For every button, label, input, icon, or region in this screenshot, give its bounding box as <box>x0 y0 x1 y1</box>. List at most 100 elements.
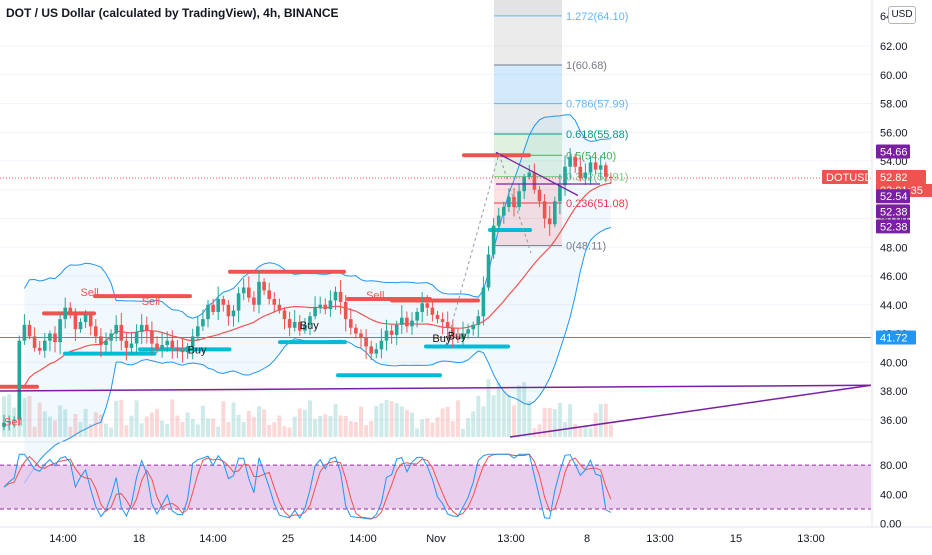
candle-body <box>573 156 577 167</box>
candle-body <box>308 316 312 325</box>
volume-bar <box>287 427 292 437</box>
volume-bar <box>568 404 573 437</box>
candle-body <box>435 314 440 320</box>
candle-body <box>542 201 547 219</box>
time-tick-label: 14:00 <box>349 533 377 545</box>
volume-bar <box>481 406 486 437</box>
candle-body <box>374 349 379 354</box>
purple-tag-bg <box>876 219 910 234</box>
volume-bar <box>221 401 226 437</box>
candle-body <box>99 336 103 345</box>
candle-body <box>292 322 297 328</box>
candle-body <box>593 162 598 170</box>
candle-body <box>241 287 246 294</box>
candle-body <box>609 176 613 178</box>
candle-body <box>257 281 261 305</box>
candle-body <box>338 291 343 302</box>
volume-bar <box>512 405 516 437</box>
candle-body <box>129 343 134 348</box>
candle-body <box>165 340 169 345</box>
fib-zone-top <box>494 0 562 16</box>
purple-rising-line <box>509 384 872 438</box>
volume-bar <box>149 412 154 437</box>
signal-label-sell: Sell <box>366 290 384 302</box>
price-axis-bg <box>872 0 932 550</box>
volume-bar <box>160 420 165 437</box>
candle-body <box>32 336 37 348</box>
candle-body <box>37 347 42 351</box>
volume-bar <box>98 414 103 437</box>
volume-bar <box>333 403 338 437</box>
volume-bar <box>124 425 129 437</box>
time-tick-label: 15 <box>730 533 742 545</box>
purple-tag: 52.38 <box>880 206 908 218</box>
candle-body <box>394 324 399 335</box>
candle-body <box>22 324 27 341</box>
volume-bar <box>410 412 414 437</box>
volume-bar <box>445 406 450 437</box>
candle-body <box>461 333 465 340</box>
triangle-upper-line <box>495 151 579 197</box>
symbol-tag: DOTUSD <box>826 172 873 184</box>
volume-bar <box>338 415 343 437</box>
candle-body <box>359 333 363 338</box>
time-tick-label: 14:00 <box>49 533 77 545</box>
volume-bar <box>282 426 287 437</box>
candle-body <box>507 196 511 207</box>
candle-body <box>27 324 32 337</box>
volume-bar <box>552 409 557 437</box>
volume-bar <box>491 395 496 437</box>
fib-level-label: 1(60.68) <box>566 60 607 72</box>
volume-bar <box>297 408 302 437</box>
candle-body <box>277 304 282 311</box>
candle-body <box>114 324 118 334</box>
price-tick-label: 44.00 <box>880 300 908 312</box>
signal-label-sell: Sell <box>4 417 22 429</box>
volume-bar <box>47 416 52 437</box>
candle-body <box>145 324 149 331</box>
volume-bar <box>461 428 465 437</box>
volume-bar <box>78 421 83 437</box>
candle-body <box>547 218 552 225</box>
volume-bar <box>22 397 27 437</box>
currency-button[interactable]: USD <box>888 6 916 24</box>
last-price-tag-bg <box>876 169 926 184</box>
volume-bar <box>476 395 481 437</box>
purple-tag: 52.38 <box>880 221 908 233</box>
candle-body <box>598 165 603 170</box>
candle-body <box>537 189 542 202</box>
time-tick-label: 14:00 <box>199 533 227 545</box>
signal-label-buy: Buy <box>188 345 207 357</box>
volume-bar <box>369 420 374 437</box>
candle-body <box>588 162 593 173</box>
candle-body <box>323 304 328 310</box>
hline-tag: 41.72 <box>880 333 908 345</box>
candle-body <box>532 172 537 190</box>
volume-bar <box>180 422 185 437</box>
volume-bar <box>292 416 297 437</box>
volume-bar <box>302 409 307 437</box>
candle-body <box>287 319 292 328</box>
fib-level-label: 1.272(64.10) <box>566 11 628 23</box>
candle-body <box>451 327 455 337</box>
candle-body <box>604 165 608 177</box>
candle-body <box>104 340 108 345</box>
fib-zone <box>494 15 562 65</box>
candle-body <box>466 329 470 334</box>
signal-label-buy: Buy <box>300 320 319 332</box>
volume-bar <box>27 395 32 437</box>
volume-bar <box>506 394 511 437</box>
price-tick-label: 48.00 <box>880 242 908 254</box>
volume-bar <box>440 408 445 437</box>
time-tick-label: 18 <box>133 533 145 545</box>
volume-bar <box>63 409 68 437</box>
volume-bar <box>88 424 93 437</box>
volume-bar <box>537 424 542 437</box>
fib-level-label: 0.618(55.88) <box>566 129 628 141</box>
candle-body <box>318 304 322 308</box>
volume-bar <box>415 428 420 437</box>
time-tick-label: 13:00 <box>797 533 825 545</box>
time-axis-bg <box>0 527 932 550</box>
